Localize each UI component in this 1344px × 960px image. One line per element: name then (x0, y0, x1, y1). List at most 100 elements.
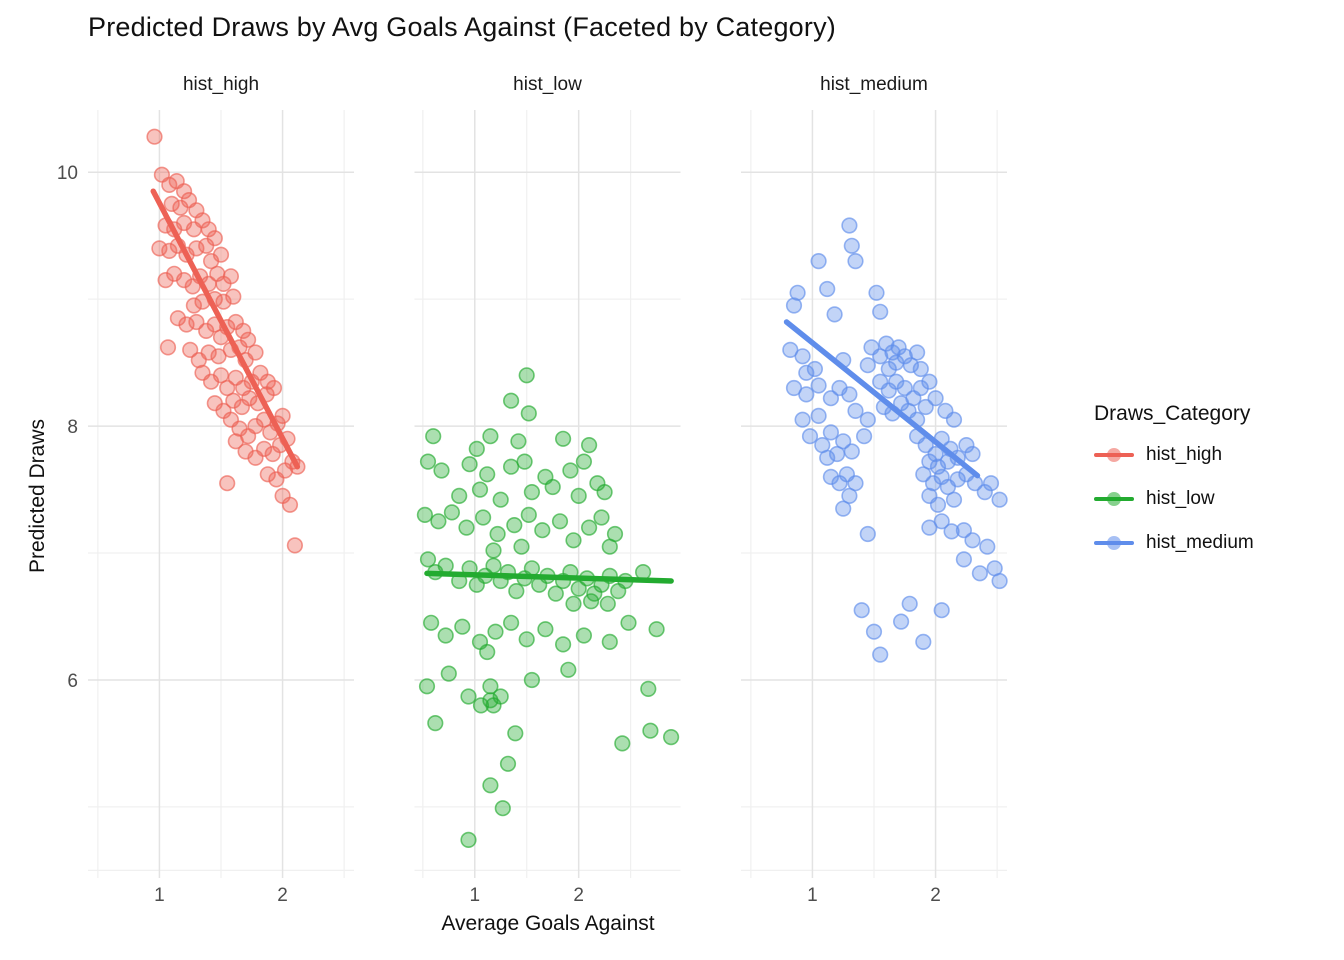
data-point (479, 643, 496, 661)
data-point (841, 386, 858, 403)
data-point (492, 491, 509, 508)
data-point (822, 468, 840, 486)
data-point (508, 582, 525, 600)
data-point (933, 513, 950, 530)
legend-item-label: hist_medium (1146, 532, 1254, 553)
data-point (503, 392, 520, 409)
data-point (151, 240, 168, 257)
data-point (933, 602, 950, 619)
data-point (868, 284, 885, 301)
data-point (599, 595, 616, 612)
data-point (896, 348, 913, 365)
data-point (662, 728, 680, 746)
data-point (471, 481, 489, 498)
data-point (912, 379, 929, 397)
data-point (416, 506, 434, 524)
data-point (872, 348, 889, 365)
data-point (259, 373, 276, 390)
data-point (810, 377, 827, 394)
data-point (225, 392, 242, 409)
data-point (982, 475, 1000, 492)
data-point (169, 310, 186, 327)
data-point (620, 614, 637, 631)
data-point (964, 445, 981, 463)
data-point (794, 411, 811, 428)
data-point (878, 335, 895, 352)
data-point (917, 437, 934, 454)
data-point (518, 631, 535, 648)
data-point (798, 364, 815, 381)
data-point (485, 542, 502, 559)
x-tick-label: 2 (573, 885, 584, 906)
data-point (215, 293, 232, 310)
data-point (225, 288, 242, 305)
data-point (194, 212, 211, 229)
data-point (188, 240, 205, 257)
data-point (219, 379, 236, 397)
legend-title: Draws_Category (1094, 402, 1251, 425)
data-point (274, 407, 291, 425)
facet-label: hist_medium (820, 74, 928, 95)
data-point (458, 519, 475, 536)
x-axis-title: Average Goals Against (441, 912, 655, 935)
data-point (828, 445, 846, 463)
data-point (240, 331, 257, 348)
data-point (801, 428, 819, 445)
data-point (185, 297, 202, 314)
data-point (518, 367, 535, 384)
data-point (782, 341, 799, 359)
data-point (810, 253, 827, 270)
legend-item-hist-medium: hist_medium (1094, 528, 1254, 558)
data-point (949, 471, 966, 488)
data-point (971, 565, 989, 582)
data-point (565, 532, 582, 549)
data-point (640, 680, 657, 698)
data-point (955, 551, 973, 568)
data-point (551, 513, 569, 530)
data-point (523, 560, 541, 577)
legend-item-label: hist_low (1146, 488, 1215, 509)
x-tick-label: 2 (277, 885, 288, 906)
data-point (979, 538, 996, 555)
trend-line (424, 570, 674, 584)
data-point (256, 440, 273, 458)
data-point (822, 424, 840, 441)
data-point (562, 462, 579, 479)
data-point (451, 487, 468, 505)
data-point (547, 585, 564, 602)
data-point (915, 633, 932, 651)
data-point (523, 671, 541, 689)
data-point (460, 831, 477, 849)
data-point (489, 525, 506, 543)
data-point (819, 449, 836, 466)
data-point (419, 453, 437, 470)
data-point (499, 755, 517, 772)
data-point (912, 360, 929, 378)
data-point (492, 688, 509, 705)
data-point (929, 496, 947, 513)
data-point (425, 428, 442, 445)
data-point (523, 484, 541, 501)
data-point (159, 339, 177, 356)
data-point (575, 627, 593, 644)
facet-panel-hist_medium: hist_medium 1 2 (741, 74, 1008, 906)
data-point (265, 379, 283, 397)
x-tick-label: 1 (469, 885, 480, 906)
data-point (461, 456, 478, 473)
data-point (888, 373, 905, 390)
data-point (418, 678, 436, 695)
data-point (826, 306, 843, 323)
data-point (487, 623, 504, 640)
data-point (614, 735, 631, 752)
x-tick-label: 1 (154, 885, 165, 906)
facet-label: hist_high (183, 74, 259, 95)
data-point (648, 621, 665, 638)
data-point (443, 504, 461, 521)
data-point (835, 433, 852, 450)
trend-line (783, 319, 981, 479)
data-point (437, 557, 454, 574)
x-tick-label: 2 (930, 885, 941, 906)
data-point (544, 478, 561, 496)
data-point (794, 348, 811, 365)
data-point (847, 402, 864, 420)
